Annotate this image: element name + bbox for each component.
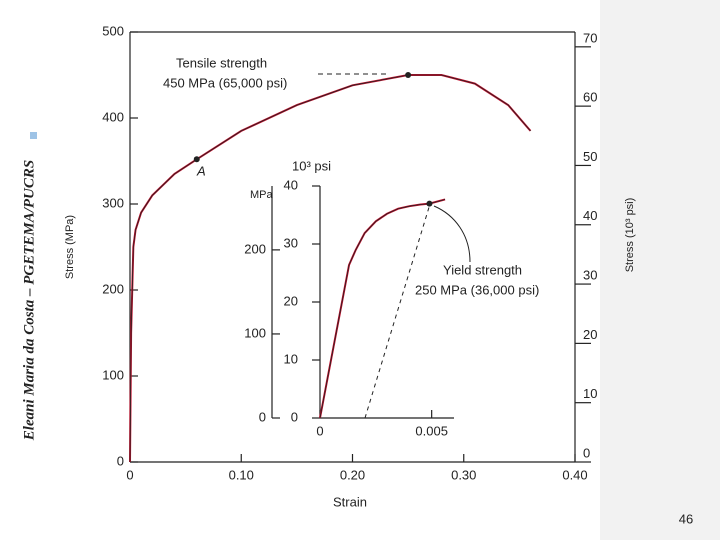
- y-tick-label: 200: [244, 241, 266, 256]
- y2-tick-label: 30: [284, 235, 298, 250]
- y2-axis-label: Stress (10³ psi): [624, 198, 636, 273]
- offset-line: [364, 203, 431, 419]
- x-tick-label: 0.30: [451, 467, 476, 482]
- annotation: 250 MPa (36,000 psi): [415, 282, 539, 297]
- x-tick-label: 0.10: [229, 467, 254, 482]
- stress-curve-outline: [319, 199, 446, 419]
- page-number: 46: [679, 511, 693, 526]
- y-tick-label: 0: [117, 453, 124, 468]
- y2-tick-label: 0: [291, 409, 298, 424]
- arrow: [433, 205, 471, 263]
- marker: [405, 72, 412, 78]
- side-panel: [600, 0, 720, 540]
- y2-tick-label: 60: [583, 90, 597, 105]
- y-tick-label: 100: [102, 367, 124, 382]
- marker: [426, 200, 433, 207]
- author-text: Eleani Maria da Costa – PGETEMA/PUCRS: [21, 160, 37, 441]
- stress-curve: [319, 198, 446, 419]
- y2-tick-label: 30: [583, 268, 597, 283]
- y2-tick-label: 20: [284, 293, 298, 308]
- annotation: 450 MPa (65,000 psi): [163, 75, 287, 90]
- x-tick-label: 0.40: [562, 467, 587, 482]
- y2-tick-label: 0: [583, 445, 590, 460]
- y2-tick-label: 10: [284, 351, 298, 366]
- y-axis-label: Stress (MPa): [64, 215, 76, 279]
- annotation: Yield strength: [443, 262, 522, 277]
- y2-tick-label: 10: [583, 386, 597, 401]
- x-tick-label: 0.20: [340, 467, 365, 482]
- y2-tick-label: 40: [284, 177, 298, 192]
- x-axis-label: Strain: [333, 494, 367, 509]
- x-tick-label: 0.005: [415, 423, 448, 438]
- y2-tick-label: 40: [583, 208, 597, 223]
- y-tick-label: 400: [102, 109, 124, 124]
- inset-y-label: MPa: [250, 189, 274, 201]
- y-tick-label: 300: [102, 195, 124, 210]
- annotation: Tensile strength: [176, 55, 267, 70]
- inset-y2-label: 10³ psi: [292, 158, 331, 173]
- annotation: A: [196, 163, 206, 178]
- bullet-square: [30, 132, 37, 139]
- y-tick-label: 0: [259, 409, 266, 424]
- y-tick-label: 200: [102, 281, 124, 296]
- y2-tick-label: 70: [583, 30, 597, 45]
- y2-tick-label: 50: [583, 149, 597, 164]
- y-tick-label: 500: [102, 23, 124, 38]
- marker: [193, 156, 200, 163]
- x-tick-label: 0: [126, 467, 133, 482]
- x-tick-label: 0: [316, 423, 323, 438]
- stress-curve-outline: [129, 74, 531, 463]
- y2-tick-label: 20: [583, 327, 597, 342]
- y-tick-label: 100: [244, 325, 266, 340]
